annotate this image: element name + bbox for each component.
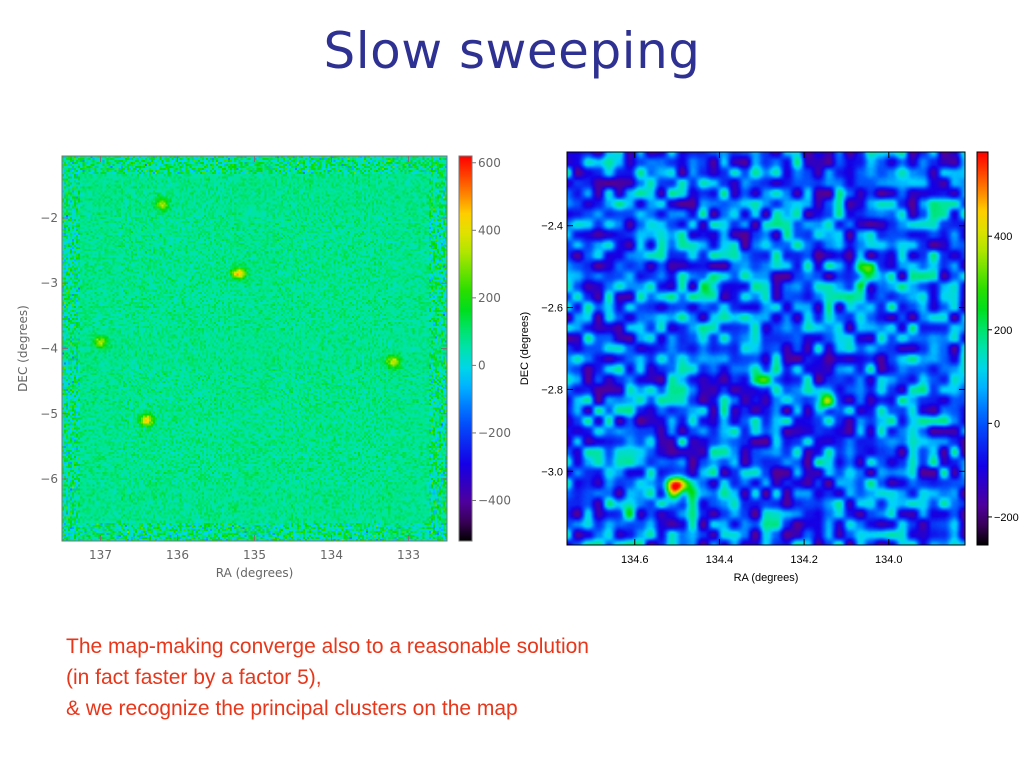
x-tick-label: 134 [320, 548, 343, 562]
x-tick-label: 135 [243, 548, 266, 562]
y-tick-label: −6 [40, 472, 58, 486]
colorbar-tick-label: 400 [994, 231, 1012, 243]
colorbar-tick-label: 200 [994, 325, 1012, 337]
colorbar-tick-label: 0 [478, 358, 486, 372]
y-tick-label: −2.4 [541, 221, 563, 233]
colorbar-tick-label: −200 [478, 426, 511, 440]
caption-line-3: & we recognize the principal clusters on… [66, 697, 518, 720]
y-tick-label: −2.8 [541, 384, 563, 396]
caption: The map-making converge also to a reason… [66, 631, 966, 724]
colorbar [458, 155, 473, 542]
x-tick-label: 137 [89, 548, 112, 562]
caption-line-2: (in fact faster by a factor 5), [66, 666, 322, 689]
x-tick-label: 134.0 [875, 554, 903, 566]
y-tick-label: −4 [40, 342, 58, 356]
colorbar [976, 151, 989, 546]
x-tick-label: 133 [397, 548, 420, 562]
y-tick-label: −2 [40, 211, 58, 225]
heatmap-raster [567, 152, 965, 545]
colorbar-tick-label: 200 [478, 291, 501, 305]
x-tick-label: 136 [166, 548, 189, 562]
colorbar-tick-label: −400 [478, 493, 511, 507]
y-tick-label: −2.6 [541, 303, 563, 315]
plot-frame [566, 151, 966, 546]
x-tick-label: 134.2 [790, 554, 818, 566]
y-axis-title: DEC (degrees) [16, 305, 30, 392]
x-tick-label: 134.4 [706, 554, 734, 566]
caption-line-1: The map-making converge also to a reason… [66, 635, 589, 658]
x-tick-label: 134.6 [621, 554, 649, 566]
colorbar-tick-label: −200 [994, 512, 1019, 524]
x-axis-title: RA (degrees) [216, 566, 294, 580]
left-sky-map: 137 136 135 134 133 −2 −3 −4 −5 −6 RA (degrees) DEC… [16, 155, 511, 580]
x-axis-title: RA (degrees) [734, 572, 799, 584]
right-sky-map: 134.6 134.4 134.2 134.0 −2.4 −2.6 −2.8 −3.0 RA (… [519, 151, 1019, 584]
colorbar-tick-label: 400 [478, 223, 501, 237]
y-axis-title: DEC (degrees) [519, 312, 531, 385]
slide-title: Slow sweeping [323, 22, 701, 80]
y-tick-label: −3 [40, 276, 58, 290]
heatmap-raster [62, 156, 447, 541]
y-tick-label: −3.0 [541, 466, 563, 478]
colorbar-tick-label: 0 [994, 418, 1000, 430]
colorbar-tick-label: 600 [478, 156, 501, 170]
y-tick-label: −5 [40, 407, 58, 421]
